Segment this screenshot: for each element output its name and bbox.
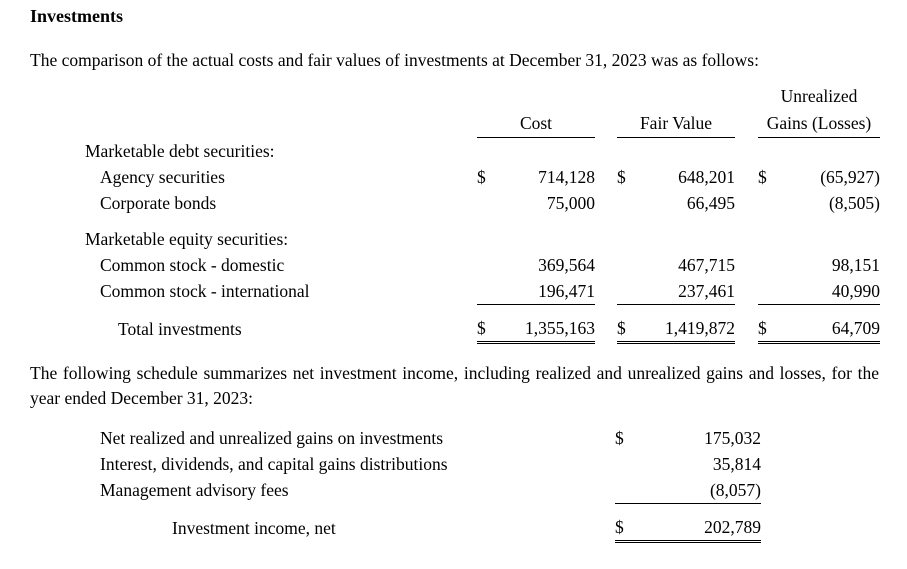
row-label: Common stock - domestic <box>100 254 285 275</box>
total-unrealized-value: 64,709 <box>780 314 881 344</box>
cost-value: 196,471 <box>499 277 595 305</box>
fair-value: 237,461 <box>639 277 735 305</box>
rule-line <box>615 476 637 504</box>
table-row: Net realized and unrealized gains on inv… <box>30 425 761 451</box>
schedule-intro-paragraph: The following schedule summarizes net in… <box>30 362 879 408</box>
column-header-fair-value: Fair Value <box>617 110 735 138</box>
fair-value: 467,715 <box>678 254 735 275</box>
unrealized-value: 40,990 <box>780 277 881 305</box>
total-amount-value: 202,789 <box>637 513 761 543</box>
total-row: Investment income, net $ 202,789 <box>30 513 761 543</box>
table-row: Agency securities $ 714,128 $ 648,201 $ … <box>30 164 880 190</box>
row-label: Common stock - international <box>100 281 310 301</box>
row-label: Management advisory fees <box>100 480 289 500</box>
row-label: Interest, dividends, and capital gains d… <box>100 453 448 474</box>
column-header-unrealized-line2: Gains (Losses) <box>758 110 881 138</box>
amount-value: 175,032 <box>704 427 761 448</box>
dollar-sign: $ <box>758 166 767 187</box>
section-label: Marketable debt securities: <box>85 140 275 161</box>
dollar-sign: $ <box>477 166 486 187</box>
table-row: Common stock - domestic 369,564 467,715 … <box>30 252 880 278</box>
total-row: Total investments $ 1,355,163 $ 1,419,87… <box>30 314 881 344</box>
rule-line <box>617 277 639 305</box>
row-label: Corporate bonds <box>100 192 217 213</box>
total-label: Investment income, net <box>172 518 336 538</box>
intro-paragraph: The comparison of the actual costs and f… <box>30 50 759 70</box>
spacer-row <box>30 216 880 226</box>
spacer-row <box>30 304 880 315</box>
dollar-sign: $ <box>615 427 624 448</box>
unrealized-value: (8,505) <box>828 192 881 213</box>
fair-value: 648,201 <box>678 166 735 187</box>
row-label: Net realized and unrealized gains on inv… <box>100 427 444 448</box>
table-row: Common stock - international 196,471 237… <box>30 277 881 305</box>
table-header-row-1: Unrealized <box>30 83 880 110</box>
amount-value: (8,057) <box>637 476 761 504</box>
section-row-equity-securities: Marketable equity securities: <box>30 226 880 252</box>
section-row-debt-securities: Marketable debt securities: <box>30 138 880 164</box>
total-fair-value: 1,419,872 <box>639 314 735 344</box>
column-header-unrealized-line1: Unrealized <box>780 86 858 106</box>
row-label: Agency securities <box>100 166 225 187</box>
document-page: Investments The comparison of the actual… <box>30 6 881 543</box>
cost-value: 714,128 <box>538 166 595 187</box>
investment-income-table: Net realized and unrealized gains on inv… <box>30 425 761 543</box>
rule-line <box>758 277 780 305</box>
unrealized-value: 98,151 <box>831 254 881 275</box>
total-cost-value: 1,355,163 <box>499 314 595 344</box>
fair-value: 66,495 <box>686 192 735 213</box>
cost-value: 75,000 <box>546 192 595 213</box>
dollar-sign: $ <box>477 314 499 344</box>
dollar-sign: $ <box>617 166 626 187</box>
section-title: Investments <box>30 6 123 26</box>
total-label: Total investments <box>118 319 242 339</box>
investments-comparison-table: Unrealized Cost Fair Value Gains (Losses… <box>30 83 881 344</box>
table-row: Interest, dividends, and capital gains d… <box>30 451 761 477</box>
spacer-row <box>30 503 761 514</box>
dollar-sign: $ <box>615 513 637 543</box>
dollar-sign: $ <box>617 314 639 344</box>
column-header-cost: Cost <box>477 110 595 138</box>
table-row: Corporate bonds 75,000 66,495 (8,505) <box>30 190 880 216</box>
section-label: Marketable equity securities: <box>85 228 289 249</box>
table-row: Management advisory fees (8,057) <box>30 476 761 504</box>
amount-value: 35,814 <box>712 453 761 474</box>
cost-value: 369,564 <box>538 254 595 275</box>
dollar-sign: $ <box>758 314 780 344</box>
rule-line <box>477 277 499 305</box>
table-header-row-2: Cost Fair Value Gains (Losses) <box>30 110 881 138</box>
unrealized-value: (65,927) <box>820 166 881 187</box>
